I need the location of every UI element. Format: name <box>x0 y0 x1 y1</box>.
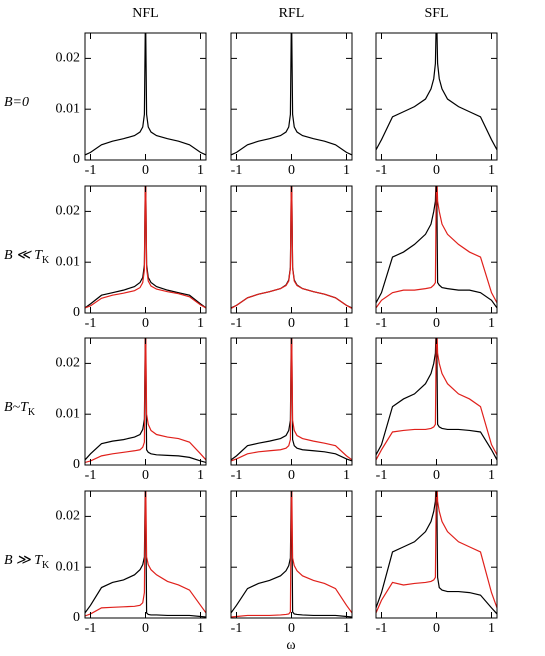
curve <box>231 338 352 462</box>
x-tick-label: 1 <box>197 468 204 483</box>
y-tick-label: 0 <box>73 152 80 167</box>
x-tick-label: 1 <box>343 468 350 483</box>
x-tick-label: 1 <box>488 621 495 636</box>
x-tick-label: -1 <box>85 163 97 178</box>
row-label-text: B=0 <box>4 95 29 110</box>
x-tick-label: 0 <box>142 163 149 178</box>
curve <box>85 186 206 309</box>
y-tick-label: 0.02 <box>56 356 81 371</box>
x-tick-label: -1 <box>376 621 388 636</box>
row-label-subscript: K <box>28 407 36 418</box>
x-tick-label: -1 <box>231 468 243 483</box>
curve <box>231 491 352 618</box>
row-label: B=0 <box>4 95 29 110</box>
y-tick-label: 0.02 <box>56 509 81 524</box>
x-tick-label: 1 <box>197 316 204 331</box>
x-tick-label: -1 <box>85 621 97 636</box>
x-tick-label: 0 <box>142 316 149 331</box>
row-label-text: B ≪ T <box>4 248 43 263</box>
row-label: B ≪ TK <box>4 248 50 266</box>
row-label-subscript: K <box>42 560 50 571</box>
x-tick-label: 0 <box>288 316 295 331</box>
curve <box>231 33 352 156</box>
curve <box>231 338 352 462</box>
x-tick-label: 1 <box>488 316 495 331</box>
curve <box>376 491 497 614</box>
x-tick-label: -1 <box>85 316 97 331</box>
x-tick-label: 0 <box>288 621 295 636</box>
x-tick-label: 0 <box>288 468 295 483</box>
x-tick-label: -1 <box>376 163 388 178</box>
y-tick-label: 0 <box>73 457 80 472</box>
y-tick-label: 0.02 <box>56 204 81 219</box>
row-label-subscript: K <box>42 255 50 266</box>
curve <box>376 33 497 151</box>
curve <box>85 491 206 618</box>
column-title: NFL <box>132 6 158 21</box>
x-tick-label: 1 <box>343 316 350 331</box>
curve <box>231 186 352 309</box>
x-tick-label: 1 <box>343 621 350 636</box>
curve <box>376 491 497 615</box>
curve <box>85 338 206 464</box>
y-tick-label: 0.01 <box>56 406 81 421</box>
curve <box>376 186 497 309</box>
row-label: B ≫ TK <box>4 553 50 571</box>
column-title: SFL <box>424 6 448 21</box>
x-tick-label: -1 <box>376 316 388 331</box>
column-title: RFL <box>279 6 305 21</box>
curve <box>231 491 352 618</box>
row-label-text: B ≫ T <box>4 553 43 568</box>
x-tick-label: 1 <box>343 163 350 178</box>
x-tick-label: 0 <box>433 316 440 331</box>
row-label: B~TK <box>4 400 36 418</box>
x-tick-label: 0 <box>288 163 295 178</box>
x-tick-label: -1 <box>231 621 243 636</box>
x-tick-label: 1 <box>197 163 204 178</box>
x-tick-label: 1 <box>488 468 495 483</box>
row-label-text: B~T <box>4 400 29 415</box>
x-tick-label: -1 <box>85 468 97 483</box>
x-tick-label: 0 <box>433 621 440 636</box>
plot-frame <box>375 32 498 161</box>
y-tick-label: 0 <box>73 305 80 320</box>
curve <box>85 491 206 617</box>
x-tick-label: 1 <box>197 621 204 636</box>
y-tick-label: 0.01 <box>56 559 81 574</box>
x-tick-label: 0 <box>433 163 440 178</box>
y-tick-label: 0 <box>73 610 80 625</box>
x-tick-label: 1 <box>488 163 495 178</box>
curve <box>85 33 206 156</box>
x-tick-label: -1 <box>231 163 243 178</box>
curve <box>376 338 497 461</box>
curve <box>376 338 497 461</box>
y-tick-label: 0.02 <box>56 51 81 66</box>
x-axis-label: ω <box>286 638 295 653</box>
x-tick-label: 0 <box>433 468 440 483</box>
y-tick-label: 0.01 <box>56 254 81 269</box>
x-tick-label: -1 <box>231 316 243 331</box>
curve <box>231 186 352 309</box>
x-tick-label: -1 <box>376 468 388 483</box>
x-tick-label: 0 <box>142 468 149 483</box>
curve <box>85 338 206 464</box>
curve <box>85 186 206 309</box>
x-tick-label: 0 <box>142 621 149 636</box>
y-tick-label: 0.01 <box>56 101 81 116</box>
curve <box>376 186 497 309</box>
